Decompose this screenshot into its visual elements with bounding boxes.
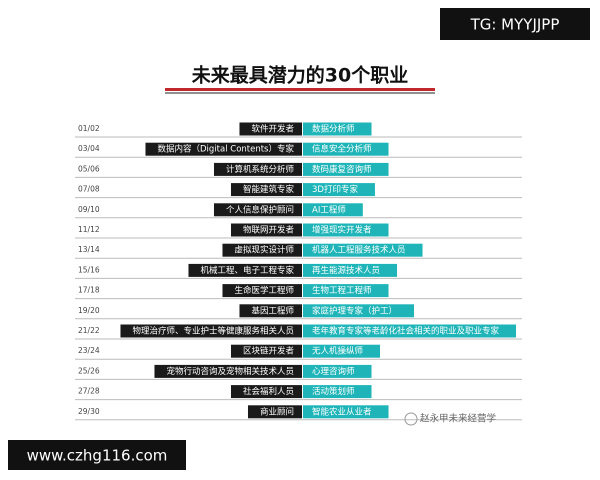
left-label: 虚拟现实设计师 [234, 245, 294, 256]
left-bar [120, 324, 302, 338]
right-bar [303, 243, 423, 257]
left-bar [230, 344, 302, 358]
rows: 01/02 软件开发者 数据分析师 03/04 数据内容（Digital Content… [75, 122, 522, 421]
website-box [8, 440, 186, 470]
left-label: 生命医学工程师 [234, 285, 294, 296]
rank: 03/04 [78, 144, 100, 153]
rank: 11/12 [78, 225, 100, 234]
left-label: 社会福利人员 [243, 386, 294, 397]
right-label: 无人机操纵师 [312, 346, 364, 357]
right-bar [303, 304, 415, 318]
right-bar [303, 183, 375, 197]
badge-box [440, 8, 590, 40]
left-bar [239, 304, 302, 318]
rank: 09/10 [78, 205, 100, 214]
right-label: 家庭护理专家（护工） [312, 305, 397, 316]
left-bar [222, 243, 302, 257]
right-label: 智能农业从业者 [312, 406, 372, 417]
left-label: 数据内容（Digital Contents）专家 [157, 144, 294, 155]
rank: 29/30 [78, 407, 100, 416]
left-label: 区块链开发者 [243, 346, 295, 357]
right-bar [303, 162, 389, 176]
rank: 27/28 [78, 387, 100, 396]
left-bar [239, 122, 302, 136]
left-label: 计算机系统分析师 [226, 164, 295, 175]
right-label: 再生能源技术人员 [312, 265, 380, 276]
right-bar [303, 324, 517, 338]
website: www.czhg116.com [27, 447, 168, 465]
left-bar [222, 284, 302, 298]
watermark-icon [404, 412, 418, 426]
left-bar [145, 142, 302, 156]
right-bar [303, 344, 381, 358]
badge: TG: MYYJJPP [470, 16, 560, 34]
left-bar [188, 263, 302, 277]
rank: 01/02 [78, 124, 100, 133]
rank: 23/24 [78, 346, 100, 355]
left-bar [230, 183, 302, 197]
left-label: 商业顾问 [260, 406, 294, 417]
left-label: 个人信息保护顾问 [226, 204, 294, 215]
rank: 21/22 [78, 326, 100, 335]
rank: 17/18 [78, 286, 100, 295]
right-label: AI工程师 [312, 204, 346, 215]
right-label: 生物工程工程师 [312, 285, 372, 296]
left-bar [213, 203, 302, 217]
left-bar [230, 385, 302, 399]
right-bar [303, 142, 389, 156]
left-label: 物联网开发者 [243, 225, 295, 236]
right-bar [303, 203, 363, 217]
rank: 07/08 [78, 185, 100, 194]
left-bar [154, 364, 302, 378]
rank: 15/16 [78, 265, 100, 274]
left-label: 基因工程师 [251, 305, 294, 316]
watermark: 赵永甲未来经营学 [420, 413, 496, 425]
right-bar [303, 223, 389, 237]
left-label: 智能建筑专家 [243, 184, 295, 195]
left-label: 宠物行动咨询及宠物相关技术人员 [166, 366, 294, 377]
title-underline [165, 88, 435, 91]
left-label: 机械工程、电子工程专家 [200, 265, 294, 276]
right-label: 机器人工程服务技术人员 [312, 245, 406, 256]
right-bar [303, 263, 398, 277]
right-label: 老年教育专家等老龄化社会相关的职业及职业专家 [312, 326, 500, 337]
right-bar [303, 122, 372, 136]
right-bar [303, 385, 372, 399]
left-label: 软件开发者 [251, 124, 294, 135]
left-bar [247, 405, 302, 419]
left-label: 物理治疗师、专业护士等健康服务相关人员 [132, 326, 294, 337]
right-bar [303, 284, 389, 298]
right-label: 3D打印专家 [312, 184, 358, 195]
rank: 25/26 [78, 366, 100, 375]
rank: 05/06 [78, 164, 100, 173]
title: 未来最具潜力的30个职业 [191, 64, 408, 87]
right-label: 心理咨询师 [312, 366, 355, 377]
rank: 19/20 [78, 306, 100, 315]
right-label: 增强现实开发者 [312, 225, 372, 236]
right-label: 活动策划师 [312, 386, 355, 397]
right-label: 数据分析师 [312, 124, 355, 135]
right-bar [303, 405, 389, 419]
left-bar [230, 223, 302, 237]
rank: 13/14 [78, 245, 100, 254]
right-bar [303, 364, 372, 378]
left-bar [213, 162, 302, 176]
right-label: 数码康复咨询师 [312, 164, 372, 175]
right-label: 信息安全分析师 [312, 144, 372, 155]
